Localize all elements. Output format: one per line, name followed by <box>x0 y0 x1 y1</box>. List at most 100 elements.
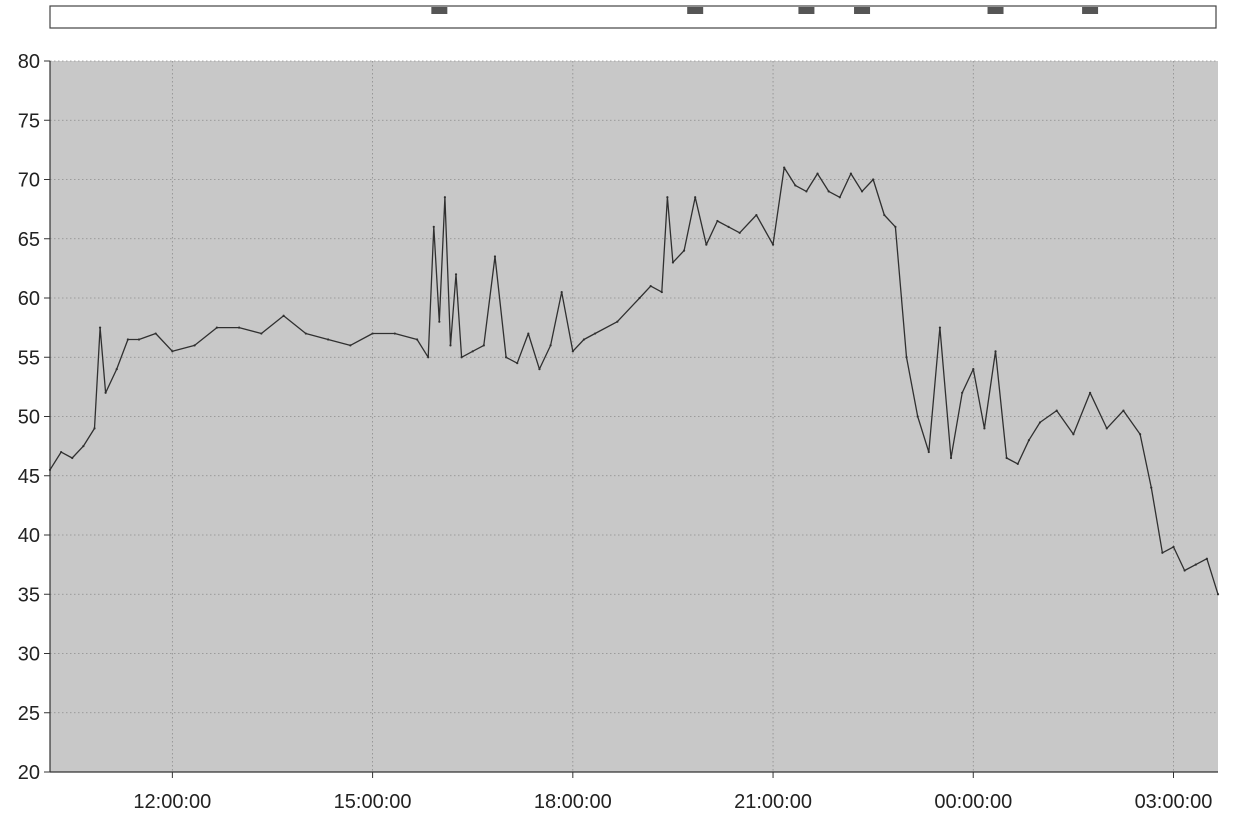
x-tick-label: 12:00:00 <box>133 791 211 813</box>
data-point <box>716 219 719 223</box>
x-tick-label: 03:00:00 <box>1135 791 1213 813</box>
x-tick-label: 00:00:00 <box>934 791 1012 813</box>
gridlines <box>50 60 1218 773</box>
overview-marker[interactable] <box>798 7 815 14</box>
data-point <box>1139 433 1142 436</box>
data-point <box>137 338 141 341</box>
data-point <box>1105 427 1108 430</box>
data-point <box>571 350 574 353</box>
data-point <box>516 362 519 365</box>
data-point <box>771 243 775 246</box>
overview-strip[interactable] <box>49 5 1217 29</box>
data-point <box>1122 409 1125 412</box>
data-point <box>894 225 897 228</box>
overview-marker[interactable] <box>687 7 704 14</box>
data-point <box>1194 563 1197 566</box>
data-point <box>215 326 218 329</box>
data-point <box>326 338 330 341</box>
overview-marker[interactable] <box>431 7 448 14</box>
data-point <box>1150 486 1153 489</box>
y-tick-label: 45 <box>18 466 40 488</box>
data-point <box>660 290 663 294</box>
data-point <box>282 314 285 317</box>
y-tick-label: 35 <box>18 584 40 606</box>
overview-marker[interactable] <box>854 7 871 14</box>
data-point <box>783 166 786 169</box>
data-point <box>616 320 619 323</box>
data-point <box>454 273 458 276</box>
data-point <box>638 296 641 300</box>
data-point <box>838 196 841 199</box>
data-point <box>438 320 441 323</box>
y-tick-label: 25 <box>18 703 40 725</box>
data-point <box>171 350 174 353</box>
data-point <box>1161 551 1164 554</box>
data-point <box>115 368 118 371</box>
data-point <box>872 178 875 181</box>
data-point <box>1072 433 1075 436</box>
data-point <box>93 427 96 430</box>
overview-frame[interactable] <box>49 5 1217 29</box>
data-point <box>98 326 102 329</box>
data-point <box>738 231 741 234</box>
data-point <box>1205 557 1208 560</box>
data-point <box>849 172 853 175</box>
data-point <box>1055 409 1058 412</box>
data-point <box>694 196 697 199</box>
data-point <box>393 332 396 335</box>
data-point <box>705 243 708 246</box>
data-point <box>949 456 953 460</box>
data-point <box>48 468 52 471</box>
data-point <box>126 338 129 341</box>
y-tick-label: 30 <box>18 644 40 666</box>
data-point <box>304 332 307 335</box>
y-tick-label: 80 <box>18 51 40 73</box>
overview-marker[interactable] <box>987 7 1004 14</box>
data-point <box>727 225 730 228</box>
y-tick-label: 20 <box>18 762 40 784</box>
y-tick-label: 65 <box>18 229 40 251</box>
data-point <box>1183 569 1186 572</box>
data-point <box>1216 593 1220 596</box>
data-point <box>260 332 263 335</box>
x-tick-label: 15:00:00 <box>334 791 412 813</box>
data-point <box>443 196 446 199</box>
data-point <box>927 450 930 454</box>
data-point <box>994 350 997 353</box>
data-point <box>527 332 530 335</box>
data-point <box>460 356 463 359</box>
data-point <box>938 326 942 329</box>
data-point <box>560 290 563 294</box>
axes: 20 25 30 35 40 45 50 55 60 65 70 75 80 12:00:00 15:00:… <box>18 51 1218 813</box>
data-point <box>82 445 85 448</box>
data-point <box>816 172 819 175</box>
plot-area: 20 25 30 35 40 45 50 55 60 65 70 75 80 12:00:00 15:00:… <box>18 51 1220 813</box>
y-tick-label: 50 <box>18 407 40 429</box>
data-point <box>432 225 435 228</box>
data-point <box>471 350 474 353</box>
data-point <box>593 332 597 335</box>
y-tick-label: 55 <box>18 347 40 369</box>
data-point <box>415 338 419 341</box>
data-points <box>48 166 1220 596</box>
data-point <box>883 213 886 217</box>
data-point <box>1005 456 1008 460</box>
data-point <box>71 456 74 460</box>
y-tick-label: 70 <box>18 170 40 192</box>
data-point <box>1016 462 1019 465</box>
data-point <box>1027 439 1030 442</box>
y-tick-label: 60 <box>18 288 40 310</box>
data-point <box>1038 421 1042 424</box>
data-point <box>449 344 452 347</box>
data-point <box>755 213 758 217</box>
data-point <box>860 190 864 193</box>
data-point <box>961 391 964 394</box>
overview-marker[interactable] <box>1082 7 1099 14</box>
data-point <box>504 356 508 359</box>
data-point <box>666 196 669 199</box>
data-point <box>549 344 552 347</box>
data-point <box>827 190 830 193</box>
data-point <box>238 326 241 329</box>
data-point <box>649 285 652 288</box>
